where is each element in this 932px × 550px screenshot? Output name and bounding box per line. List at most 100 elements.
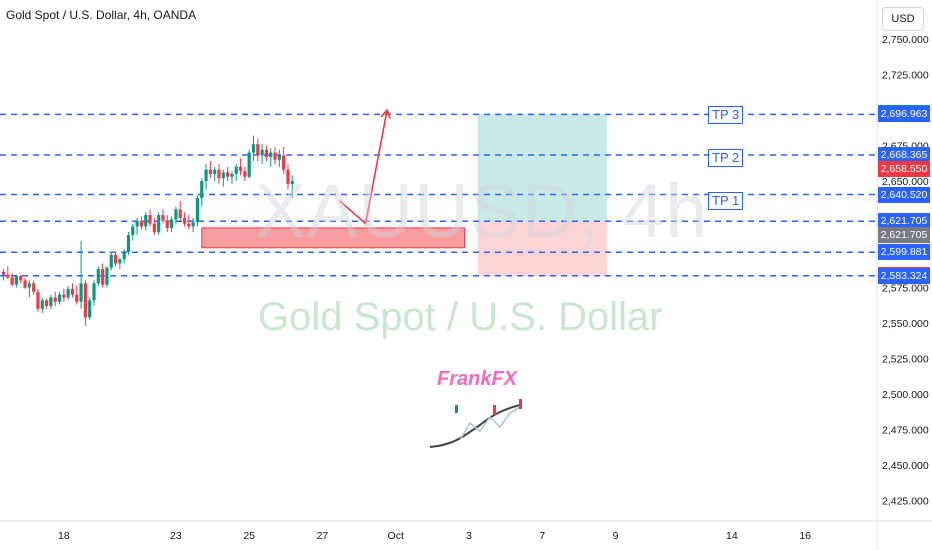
candle-body-35 [152,223,156,233]
candle-body-28 [122,252,126,260]
candle-body-24 [105,267,109,285]
candle-body-11 [49,297,53,306]
candle-body-21 [92,283,96,301]
price-tag-5: 2,621.705 [878,213,930,230]
candle-body-63 [273,152,277,160]
time-tick-label: 27 [317,530,329,542]
candle-body-19 [83,283,87,318]
time-tick-label: 3 [466,530,472,542]
candle-body-54 [234,166,238,174]
candle-body-16 [70,288,75,295]
price-tag-9: 2,583.324 [878,267,930,284]
chart-title: Gold Spot / U.S. Dollar, 4h, OANDA [6,8,197,22]
candle-body-61 [264,149,269,157]
candle-body-8 [36,291,40,309]
candle-body-50 [217,169,221,179]
price-tag-6: 2,621.705 [878,227,930,243]
price-tick-label: 2,750.000 [882,34,929,46]
candle-body-7 [32,283,36,292]
candle-body-26 [113,254,118,264]
candle-body-10 [45,300,49,306]
candle-body-47 [204,169,208,182]
time-tick-label: Oct [388,530,404,542]
projection-arrow-head [380,108,391,119]
time-tick-label: 7 [539,530,545,542]
price-tick-label: 2,450.000 [882,460,929,472]
tp3-label[interactable]: TP 3 [708,106,744,124]
candle-body-53 [230,173,234,177]
candle-body-1 [6,274,10,278]
candle-body-48 [208,169,212,174]
logo-graphic [429,399,522,448]
candle-body-20 [88,300,92,318]
candle-body-39 [169,219,174,228]
price-tag-3: 2,658.550 [878,160,930,177]
candle-body-65 [282,155,286,170]
candle-body-6 [27,283,31,288]
candle-body-9 [40,300,44,309]
candle-body-67 [290,181,294,184]
candle-body-45 [195,198,200,223]
candle-body-25 [109,254,113,268]
candle-body-18 [79,283,83,302]
candle-body-56 [243,171,247,177]
candle-body-33 [144,215,148,227]
candle-body-27 [118,259,122,264]
candle-body-51 [221,172,225,179]
candle-body-62 [269,152,273,157]
candle-body-44 [191,222,195,227]
candle-body-0 [1,271,6,275]
price-tag-1: 2,696.963 [878,106,930,123]
candle-body-57 [247,152,251,177]
time-tick-label: 14 [726,530,738,542]
candle-body-17 [75,294,79,302]
time-tick-label: 25 [243,530,255,542]
candle-body-13 [57,294,62,302]
projection-arrow [339,109,388,226]
price-tick-label: 2,425.000 [882,496,929,508]
price-tick-label: 2,650.000 [882,176,929,188]
candle-body-46 [200,181,204,199]
price-tag-2: 2,668.365 [878,146,930,163]
candle-body-5 [23,280,27,288]
candle-body-49 [213,169,217,174]
candle-body-60 [260,149,264,156]
candle-body-41 [178,209,182,218]
candle-body-66 [286,169,290,184]
candle-body-30 [131,226,135,235]
candle-body-14 [62,294,66,298]
candle-body-29 [126,235,131,253]
candle-body-3 [14,276,19,285]
price-tick-label: 2,500.000 [882,389,929,401]
tp1-label[interactable]: TP 1 [708,192,744,210]
candle-body-42 [182,217,187,224]
tp2-label[interactable]: TP 2 [708,149,744,167]
price-tick-label: 2,525.000 [882,354,929,366]
candle-body-32 [139,220,144,227]
price-tick-label: 2,725.000 [882,70,929,82]
price-tag-7: 2,599.881 [878,244,930,261]
currency-button[interactable]: USD [882,7,924,31]
description-watermark: Gold Spot / U.S. Dollar [258,295,663,339]
candle-body-37 [161,215,165,221]
time-tick-label: 23 [170,530,182,542]
time-tick-label: 18 [58,530,70,542]
candle-body-64 [277,155,281,160]
candle-body-12 [53,297,57,302]
candle-body-58 [251,144,256,153]
candle-body-2 [10,277,14,285]
candle-body-15 [66,288,70,298]
candle-body-55 [238,166,243,172]
price-tick-label: 2,575.000 [882,283,929,295]
candle-body-36 [157,215,161,233]
candle-body-22 [96,269,100,284]
candle-body-34 [148,215,152,224]
logo-text: FrankFX [437,368,518,390]
demand-zone [201,227,466,249]
price-tag-4: 2,640.520 [878,186,930,203]
candle-body-38 [165,220,169,228]
price-tick-label: 2,475.000 [882,425,929,437]
candle-body-52 [226,172,230,177]
